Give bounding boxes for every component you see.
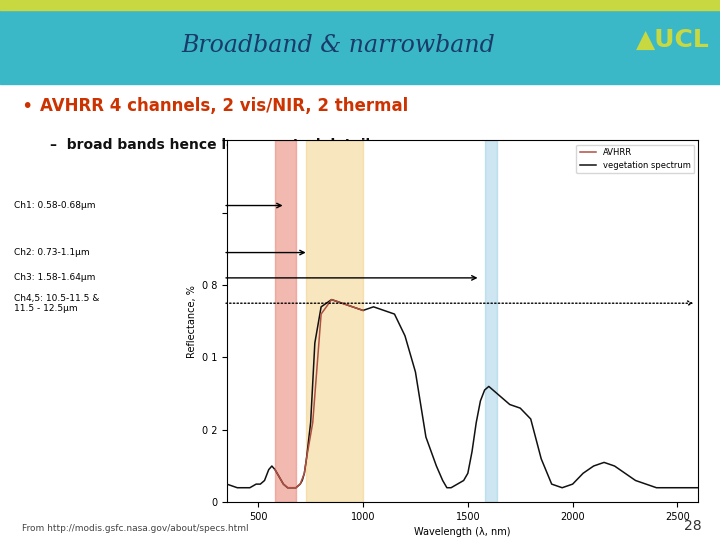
Bar	[307, 140, 363, 502]
Text: AVHRR 4 channels, 2 vis/NIR, 2 thermal: AVHRR 4 channels, 2 vis/NIR, 2 thermal	[40, 97, 408, 116]
Text: ▲UCL: ▲UCL	[636, 28, 709, 52]
Text: Ch1: 0.58-0.68μm: Ch1: 0.58-0.68μm	[14, 201, 96, 210]
Legend: AVHRR, vegetation spectrum: AVHRR, vegetation spectrum	[576, 145, 694, 173]
Text: Ch2: 0.73-1.1μm: Ch2: 0.73-1.1μm	[14, 248, 90, 257]
Bar	[0, 0, 720, 10]
Text: 28: 28	[685, 519, 702, 533]
X-axis label: Wavelength (λ, nm): Wavelength (λ, nm)	[414, 528, 511, 537]
Text: –  broad bands hence less spectral detail: – broad bands hence less spectral detail	[50, 138, 371, 152]
Text: From http://modis.gsfc.nasa.gov/about/specs.html: From http://modis.gsfc.nasa.gov/about/sp…	[22, 524, 248, 533]
Text: •: •	[22, 97, 33, 117]
Bar	[275, 140, 296, 502]
Y-axis label: Reflectance, %: Reflectance, %	[187, 285, 197, 357]
Text: Ch3: 1.58-1.64μm: Ch3: 1.58-1.64μm	[14, 273, 96, 282]
Text: Ch4,5: 10.5-11.5 &
11.5 - 12.5μm: Ch4,5: 10.5-11.5 & 11.5 - 12.5μm	[14, 294, 100, 313]
Text: Broadband & narrowband: Broadband & narrowband	[181, 33, 495, 57]
Bar	[485, 140, 498, 502]
